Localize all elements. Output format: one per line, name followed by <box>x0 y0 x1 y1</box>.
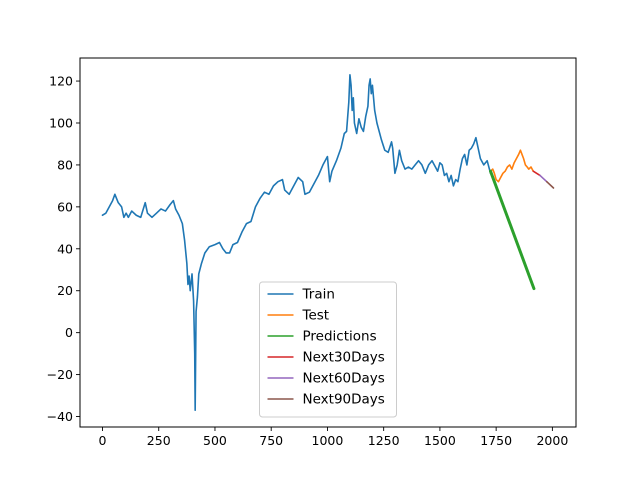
y-tick-label: −20 <box>47 367 73 382</box>
y-tick-label: 60 <box>57 199 73 214</box>
x-tick-label: 1500 <box>424 433 456 448</box>
x-tick-label: 250 <box>147 433 171 448</box>
y-tick-label: −40 <box>47 409 73 424</box>
y-tick-label: 80 <box>57 157 73 172</box>
series-line-next60days <box>539 174 548 183</box>
x-tick-label: 500 <box>203 433 227 448</box>
legend-label-test: Test <box>302 308 330 324</box>
y-tick-label: 20 <box>57 283 73 298</box>
ticks-layer: 0 250 500 750 1000 1250 1500 1750 2000 −40 −20 0 20 4… <box>47 74 569 448</box>
x-tick-label: 1000 <box>312 433 344 448</box>
plot-frame <box>79 57 577 428</box>
x-tick-label: 1750 <box>480 433 512 448</box>
y-tick-label: 100 <box>49 115 73 130</box>
legend-label-train: Train <box>302 287 335 303</box>
x-tick-label: 1250 <box>368 433 400 448</box>
series-line-predictions <box>489 169 536 291</box>
legend-box <box>259 281 397 418</box>
series-line-next30days <box>532 170 541 177</box>
series-line-test <box>489 149 535 183</box>
y-tick-label: 120 <box>49 74 73 89</box>
series-layer <box>101 73 555 412</box>
y-tick-label: 40 <box>57 241 73 256</box>
legend-label-next30days: Next30Days <box>303 350 385 366</box>
legend: Train Test Predictions Next30Days Next60Days… <box>259 281 397 418</box>
legend-label-next90days: Next90Days <box>303 392 385 408</box>
x-tick-label: 0 <box>99 433 107 448</box>
x-tick-label: 2000 <box>536 433 568 448</box>
y-tick-label: 0 <box>65 325 73 340</box>
legend-label-next60days: Next60Days <box>303 371 385 387</box>
x-tick-label: 750 <box>259 433 283 448</box>
series-line-train <box>101 73 492 412</box>
series-line-next90days <box>545 180 555 189</box>
legend-label-predictions: Predictions <box>303 329 377 345</box>
